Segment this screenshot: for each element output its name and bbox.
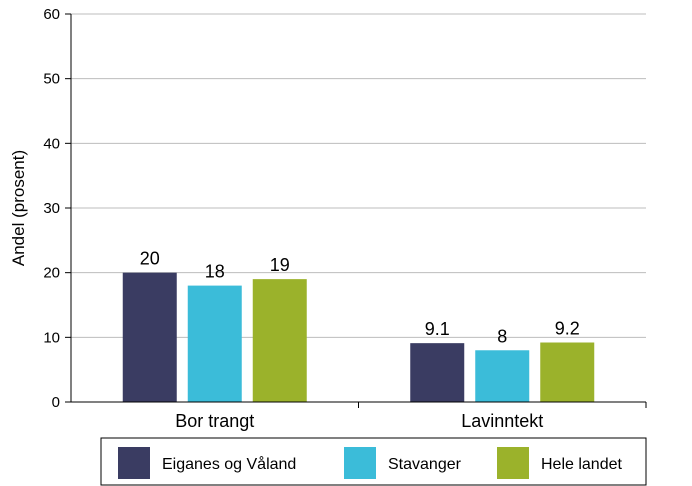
legend-label: Hele landet bbox=[541, 456, 623, 473]
y-tick-label: 60 bbox=[43, 6, 60, 23]
bar bbox=[122, 272, 177, 402]
bar bbox=[540, 342, 595, 402]
data-label: 9.2 bbox=[555, 319, 580, 339]
legend: Eiganes og Våland Stavanger Hele landet bbox=[100, 437, 647, 486]
legend-label: Stavanger bbox=[388, 456, 462, 473]
bars bbox=[122, 272, 595, 402]
y-tick-label: 20 bbox=[43, 265, 60, 282]
data-label: 9.1 bbox=[425, 319, 450, 339]
bar bbox=[187, 285, 242, 402]
data-label: 19 bbox=[270, 255, 290, 275]
data-label: 18 bbox=[205, 262, 225, 282]
bar bbox=[475, 350, 530, 402]
legend-swatch bbox=[118, 447, 150, 479]
x-axis-categories: Bor trangt Lavinntekt bbox=[175, 402, 647, 431]
y-axis-title: Andel (prosent) bbox=[9, 150, 28, 266]
legend-swatch bbox=[344, 447, 376, 479]
y-tick-label: 0 bbox=[52, 394, 60, 411]
data-label: 20 bbox=[140, 249, 160, 269]
legend-items: Eiganes og Våland Stavanger Hele landet bbox=[118, 447, 623, 479]
legend-swatch bbox=[497, 447, 529, 479]
bar bbox=[410, 343, 465, 402]
y-tick-label: 10 bbox=[43, 329, 60, 346]
bar bbox=[252, 279, 307, 402]
data-labels: 20 18 19 9.1 8 9.2 bbox=[140, 249, 580, 347]
y-axis-ticks: 0 10 20 30 40 50 60 bbox=[43, 6, 71, 411]
data-label: 8 bbox=[497, 326, 507, 346]
legend-label: Eiganes og Våland bbox=[162, 455, 296, 473]
x-category-label: Bor trangt bbox=[175, 411, 254, 431]
x-category-label: Lavinntekt bbox=[461, 411, 543, 431]
y-tick-label: 30 bbox=[43, 200, 60, 217]
y-tick-label: 50 bbox=[43, 71, 60, 88]
y-tick-label: 40 bbox=[43, 135, 60, 152]
